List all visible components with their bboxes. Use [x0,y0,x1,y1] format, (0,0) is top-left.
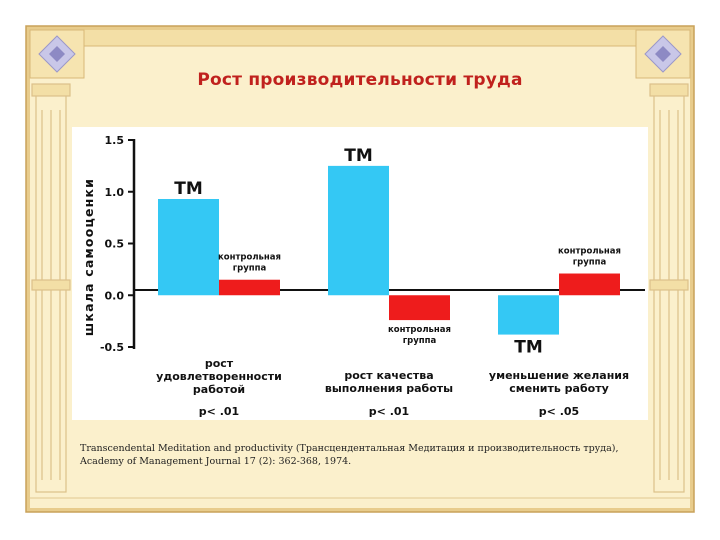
bar-chart: 1.5 1.0 0.5 0.0 -0.5 шкала самооценки ТМ ТМ ТМ… [81,134,645,418]
corner-ornament-top-right [635,29,691,79]
bar-label-tm: ТМ [344,146,373,166]
category-label: рост [205,357,234,370]
citation: Transcendental Meditation and productivi… [80,443,619,467]
category-label: работой [193,383,245,396]
p-value-label: p< .01 [199,405,239,418]
y-tick-label: 1.5 [105,134,125,147]
y-tick-label: 1.0 [105,186,125,199]
chart-panel: 1.5 1.0 0.5 0.0 -0.5 шкала самооценки ТМ ТМ ТМ… [72,127,648,420]
slide-title: Рост производительности труда [197,70,523,90]
bar-label-control: группа [233,264,267,274]
p-value-label: p< .01 [369,405,409,418]
category-label: выполнения работы [325,382,453,395]
bar-tm [498,295,559,335]
category-label: сменить работу [509,382,609,395]
right-pillar [649,83,689,493]
bar-label-control: контрольная [558,247,621,257]
category-label: рост качества [344,369,433,382]
bar-label-control: контрольная [218,253,281,263]
bar-label-tm: ТМ [174,179,203,199]
bar-label-control: контрольная [388,325,451,335]
y-axis-label: шкала самооценки [81,178,96,336]
y-tick-label: -0.5 [100,341,124,354]
bar-control [389,295,450,321]
bar-label-control: группа [573,258,607,268]
p-value-label: p< .05 [539,405,579,418]
y-tick-label: 0.0 [105,289,125,302]
left-pillar [31,83,71,493]
corner-ornament-top-left [29,29,85,79]
y-tick-label: 0.5 [105,238,125,251]
bar-tm [158,198,219,296]
bar-tm [328,165,389,296]
bar-control [559,273,620,296]
bar-label-control: группа [403,336,437,346]
bar-labels: ТМТМТМконтрольнаягруппаконтрольнаягруппа… [174,146,621,358]
bars [158,165,620,335]
category-label: удовлетворенности [156,370,282,383]
bar-control [219,279,280,296]
category-label: уменьшение желания [489,369,629,382]
y-ticks: 1.5 1.0 0.5 0.0 -0.5 [100,134,134,354]
bar-label-tm: ТМ [514,338,543,358]
